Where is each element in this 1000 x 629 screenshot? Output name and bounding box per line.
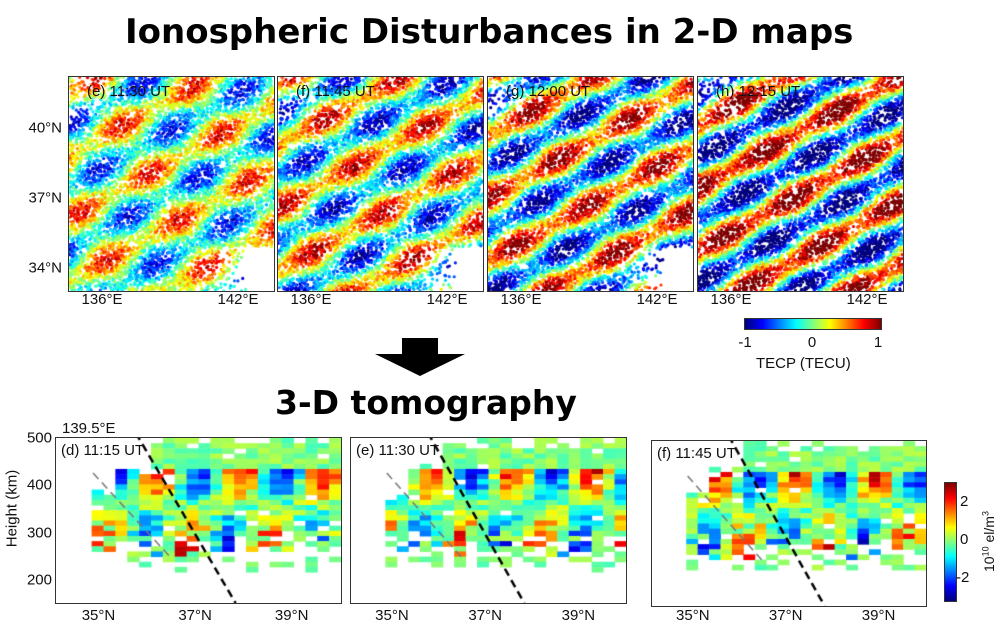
tomography-panel: (d) 11:15 UT: [55, 437, 342, 604]
xtick-longitude: 142°E: [426, 291, 468, 308]
tec-map-dots: [488, 77, 693, 291]
ytick-height: 500: [26, 429, 52, 447]
tec-map-panel: (h) 12:15 UT: [697, 76, 904, 292]
ytick-height: 300: [26, 524, 52, 542]
ytick-map: 37°N: [28, 189, 62, 207]
xtick-longitude: 136°E: [500, 291, 542, 308]
tomography-panel: (f) 11:45 UT: [651, 440, 927, 607]
colorbar-tick: 0: [960, 531, 969, 548]
y-axis-label: Height (km): [3, 469, 21, 548]
xtick-latitude: 35°N: [375, 607, 409, 624]
map-panel-title: (e) 11:30 UT: [87, 83, 171, 100]
xtick-latitude: 37°N: [468, 607, 502, 624]
xtick-latitude: 37°N: [768, 607, 803, 624]
xtick-longitude: 136°E: [290, 291, 332, 308]
tomography-panel-title: (f) 11:45 UT: [657, 445, 736, 462]
colorbar-label-unit: el/m: [981, 516, 998, 547]
colorbar-tick: -2: [956, 569, 970, 586]
down-arrow-icon: [375, 338, 465, 376]
ytick-height: 400: [26, 476, 52, 494]
xtick-latitude: 35°N: [81, 607, 116, 624]
colorbar-label-exp: 10: [980, 546, 991, 557]
xtick-latitude: 37°N: [178, 607, 212, 624]
bottom-title: 3-D tomography: [275, 383, 577, 422]
map-panel-title: (h) 12:15 UT: [716, 83, 801, 100]
tomography-panel: (e) 11:30 UT: [350, 437, 627, 604]
longitude-annotation: 139.5°E: [62, 420, 116, 437]
xtick-longitude: 142°E: [846, 291, 888, 308]
density-colorbar: [944, 482, 957, 602]
colorbar-label: TECP (TECU): [756, 355, 851, 372]
xtick-latitude: 39°N: [861, 607, 896, 624]
xtick-latitude: 39°N: [274, 607, 309, 624]
tec-map-dots: [278, 77, 483, 291]
xtick-latitude: 39°N: [561, 607, 596, 624]
colorbar-label: 1010 el/m3: [978, 497, 998, 587]
tec-map-panel: (g) 12:00 UT: [487, 76, 694, 292]
ytick-map: 34°N: [28, 259, 62, 277]
xtick-latitude: 35°N: [676, 607, 710, 624]
map-panel-title: (g) 12:00 UT: [506, 83, 591, 100]
tomography-panel-title: (e) 11:30 UT: [356, 442, 440, 459]
colorbar-tick: -1: [738, 334, 752, 351]
colorbar-label-base: 10: [981, 556, 998, 572]
tec-map-dots: [698, 77, 903, 291]
tecp-colorbar: [744, 318, 882, 330]
tec-map-panel: (e) 11:30 UT: [68, 76, 275, 292]
ytick-map: 40°N: [28, 119, 62, 137]
tec-map-panel: (f) 11:45 UT: [277, 76, 484, 292]
colorbar-label-unit-exp: 3: [980, 511, 991, 517]
map-panel-title: (f) 11:45 UT: [296, 83, 375, 100]
tomography-panel-title: (d) 11:15 UT: [61, 442, 145, 459]
xtick-longitude: 142°E: [217, 291, 259, 308]
tomography-heatmap: [652, 441, 926, 606]
colorbar-tick: 1: [873, 334, 883, 351]
colorbar-tick: 2: [960, 493, 969, 510]
colorbar-tick: 0: [807, 334, 817, 351]
ytick-height: 200: [26, 571, 52, 589]
tec-map-dots: [69, 77, 274, 291]
xtick-longitude: 142°E: [636, 291, 678, 308]
xtick-longitude: 136°E: [710, 291, 752, 308]
tomography-heatmap: [351, 438, 626, 603]
top-title: Ionospheric Disturbances in 2-D maps: [125, 12, 854, 52]
xtick-longitude: 136°E: [81, 291, 123, 308]
tomography-heatmap: [56, 438, 341, 603]
